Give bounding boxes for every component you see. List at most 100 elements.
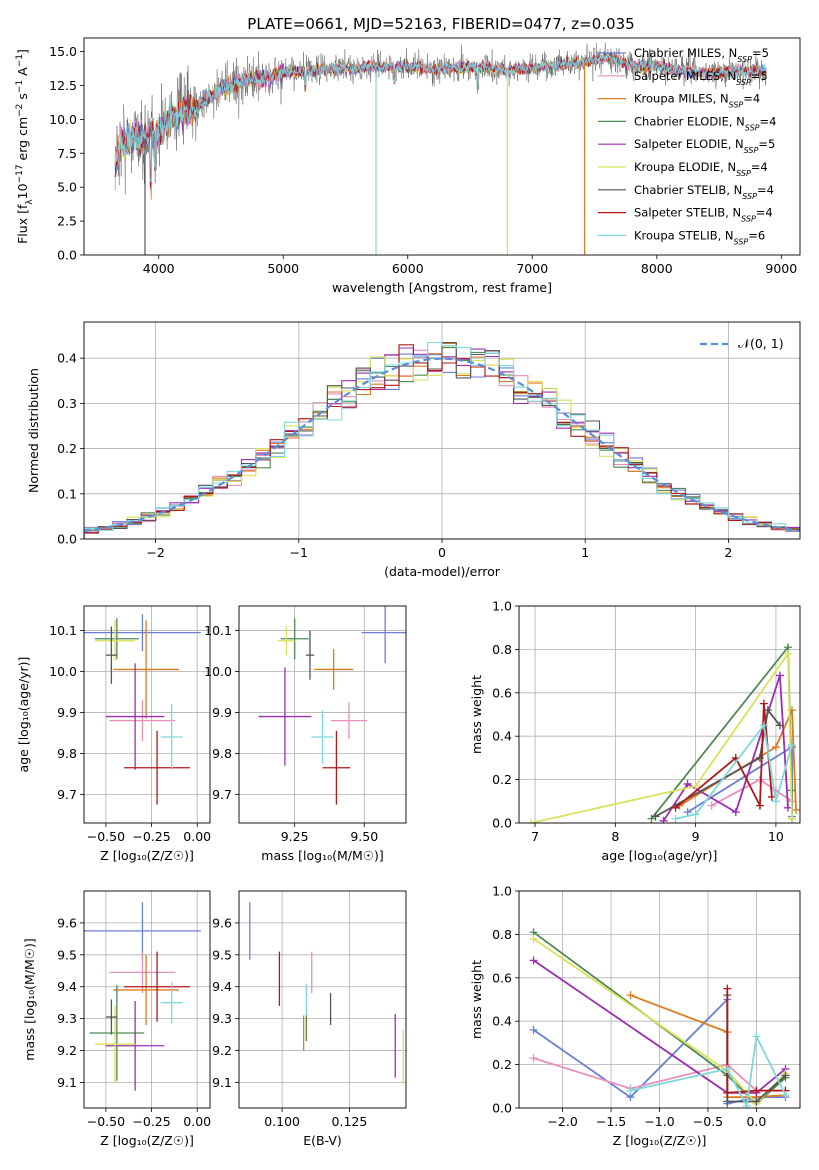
legend-label: Salpeter STELIB, NSSP=4	[634, 206, 773, 224]
spectrum-ytick-label: 12.5	[49, 78, 77, 93]
age_vs_mass-axes: 9.25 9.50 9.7 9.8 9.9 10.0 10.1 mass [log₁₀(M/M…	[204, 605, 407, 863]
mass_weight_vs_age-ytick-label: 0.0	[492, 816, 512, 831]
mass_weight_vs_age-ytick-label: 0.4	[492, 729, 512, 744]
mw-marker-salpeter-miles	[529, 1054, 538, 1063]
residual_hist-frame	[83, 321, 801, 540]
mw-marker-kroupa-miles	[791, 805, 800, 814]
legend-label: Kroupa MILES, NSSP=4	[634, 92, 760, 110]
mass_vs_ebv-ytick-label: 9.3	[212, 1011, 232, 1026]
mass_vs_Z-ytick-label: 9.4	[57, 979, 77, 994]
mass_weight_vs_Z-ytick-label: 0.2	[492, 1057, 512, 1072]
age_vs_mass-ytick-label: 9.9	[212, 705, 232, 720]
mass_weight_vs_age-ytick-label: 0.2	[492, 772, 512, 787]
spectrum-axes: 4000 5000 6000 7000 8000 9000 0.0 2.5 5.0 7.5 10.0…	[15, 37, 801, 295]
mass_weight_vs_Z-xlabel: Z [log₁₀(Z/Z☉)]	[613, 1133, 707, 1148]
mass_weight_vs_Z-axes: −2.0 −1.5 −1.0 −0.5 0.0 0.0 0.2 0.4 0.6 0.8 1.0 Z […	[469, 884, 801, 1148]
mass_vs_Z-ytick-label: 9.2	[57, 1043, 77, 1058]
legend-label: Salpeter ELODIE, NSSP=5	[634, 137, 775, 155]
mass_vs_Z-ytick-label: 9.1	[57, 1075, 77, 1090]
mw-marker-chabrier-miles	[529, 1025, 538, 1034]
mass_vs_Z-ytick-label: 9.6	[57, 915, 77, 930]
mw-marker-kroupa-miles	[771, 743, 780, 752]
age_vs_Z-ytick-label: 9.9	[57, 705, 77, 720]
mw-marker-salpeter-stelib	[759, 699, 768, 708]
mass_vs_ebv-frame	[238, 890, 407, 1109]
mass_weight_vs_Z-ylabel: mass weight	[469, 960, 484, 1039]
legend-label: Chabrier STELIB, NSSP=4	[634, 183, 774, 201]
mass_vs_ebv-ytick-label: 9.1	[212, 1075, 232, 1090]
spectrum-ytick-label: 7.5	[57, 146, 77, 161]
mass_weight_vs_age-xlabel: age [log₁₀(age/yr)]	[602, 848, 718, 863]
mw-marker-salpeter-miles	[707, 801, 716, 810]
mw-marker-kroupa-stelib	[781, 1090, 790, 1099]
age_vs_Z-xtick-label: 0.00	[183, 829, 211, 844]
residual_hist-xtick-label: −1	[290, 545, 308, 560]
mw-marker-salpeter-stelib	[723, 1088, 732, 1097]
residual_hist-xtick-label: −2	[146, 545, 164, 560]
mw-marker-kroupa-stelib	[723, 1064, 732, 1073]
mass_weight_vs_age-ytick-label: 1.0	[492, 599, 512, 614]
mass_weight_vs_Z-ytick-label: 0.0	[492, 1101, 512, 1116]
mass_vs_Z-xtick-label: −0.50	[87, 1114, 125, 1129]
mass_vs_Z-xtick-label: −0.25	[132, 1114, 170, 1129]
mass_vs_Z-frame	[83, 890, 211, 1109]
residual_hist-xtick-label: 1	[581, 545, 589, 560]
spectrum-ytick-label: 2.5	[57, 214, 77, 229]
legend-label: Chabrier MILES, NSSP=5	[634, 46, 769, 64]
mw-marker-chabrier-stelib	[752, 1097, 761, 1106]
mw-marker-kroupa-stelib	[671, 814, 680, 823]
mw-marker-salpeter-elodie	[659, 816, 668, 823]
legend-label: Salpeter MILES, NSSP=5	[634, 69, 768, 87]
mass_weight_vs_Z-frame	[518, 890, 801, 1109]
residual_hist-axes: −2 −1 0 1 2 0.0 0.1 0.2 0.3 0.4 (data-model)/error…	[26, 321, 801, 579]
mw-marker-kroupa-stelib	[752, 1032, 761, 1041]
legend-label: Chabrier ELODIE, NSSP=4	[634, 114, 776, 131]
mw-line-salpeter-stelib	[726, 988, 786, 1094]
spectrum-xtick-label: 6000	[392, 261, 424, 276]
mass_weight_vs_age-xtick-label: 7	[531, 829, 539, 844]
residual_hist-xtick-label: 2	[724, 545, 732, 560]
residual_hist-ytick-label: 0.3	[57, 396, 77, 411]
mw-line-chabrier-stelib	[655, 708, 781, 818]
figure-title: PLATE=0661, MJD=52163, FIBERID=0477, z=0…	[247, 15, 634, 33]
legend-label: Kroupa STELIB, NSSP=6	[634, 228, 765, 246]
mass_weight_vs_age-ytick-label: 0.8	[492, 642, 512, 657]
mass_weight_vs_age-ytick-label: 0.6	[492, 685, 512, 700]
residual_hist-ytick-label: 0.2	[57, 441, 77, 456]
legend-label: 𝒩(0, 1)	[738, 336, 784, 351]
age_vs_Z-xlabel: Z [log₁₀(Z/Z☉)]	[100, 848, 194, 863]
spectrum-ytick-label: 5.0	[57, 180, 77, 195]
mw-marker-salpeter-elodie	[731, 808, 740, 817]
mass_weight_vs_Z-xtick-label: −1.5	[596, 1114, 626, 1129]
mw-marker-salpeter-miles	[755, 775, 764, 784]
mw-marker-kroupa-elodie	[787, 814, 796, 823]
mw-marker-kroupa-stelib	[787, 740, 796, 749]
mw-marker-kroupa-stelib	[771, 797, 780, 806]
mw-marker-salpeter-elodie	[775, 671, 784, 680]
mw-marker-salpeter-stelib	[752, 1086, 761, 1095]
spectrum-ytick-label: 15.0	[49, 44, 77, 59]
spectrum-line-salpeter-stelib	[114, 51, 767, 188]
age_vs_Z-axes: −0.50 −0.25 0.00 9.7 9.8 9.9 10.0 10.1 Z [log₁₀(…	[16, 605, 211, 863]
mw-marker-kroupa-elodie	[691, 782, 700, 791]
spectrum-xlabel: wavelength [Angstrom, rest frame]	[332, 280, 552, 295]
mw-marker-chabrier-stelib	[651, 812, 660, 821]
mw-marker-kroupa-elodie	[783, 649, 792, 658]
mw-marker-salpeter-stelib	[755, 801, 764, 810]
mw-marker-kroupa-stelib	[691, 810, 700, 819]
mass_weight_vs_Z-xtick-label: 0.0	[746, 1114, 766, 1129]
mw-marker-kroupa-stelib	[742, 1101, 751, 1108]
spectrum-line-kroupa-stelib	[114, 52, 767, 183]
age_vs_mass-ytick-label: 10.1	[204, 623, 232, 638]
spectrum-plot-area	[114, 42, 767, 255]
mw-marker-chabrier-stelib	[775, 721, 784, 730]
age_vs_Z-ylabel: age [log₁₀(age/yr)]	[16, 657, 31, 773]
mass_weight_vs_Z-ytick-label: 1.0	[492, 884, 512, 899]
age_vs_mass-ytick-label: 9.8	[212, 746, 232, 761]
spectrum-xtick-label: 9000	[765, 261, 797, 276]
mw-marker-salpeter-stelib	[723, 984, 732, 993]
mw-marker-kroupa-stelib	[626, 1086, 635, 1095]
residual_hist-ylabel: Normed distribution	[26, 368, 41, 493]
legend-label: Kroupa ELODIE, NSSP=4	[634, 160, 768, 178]
